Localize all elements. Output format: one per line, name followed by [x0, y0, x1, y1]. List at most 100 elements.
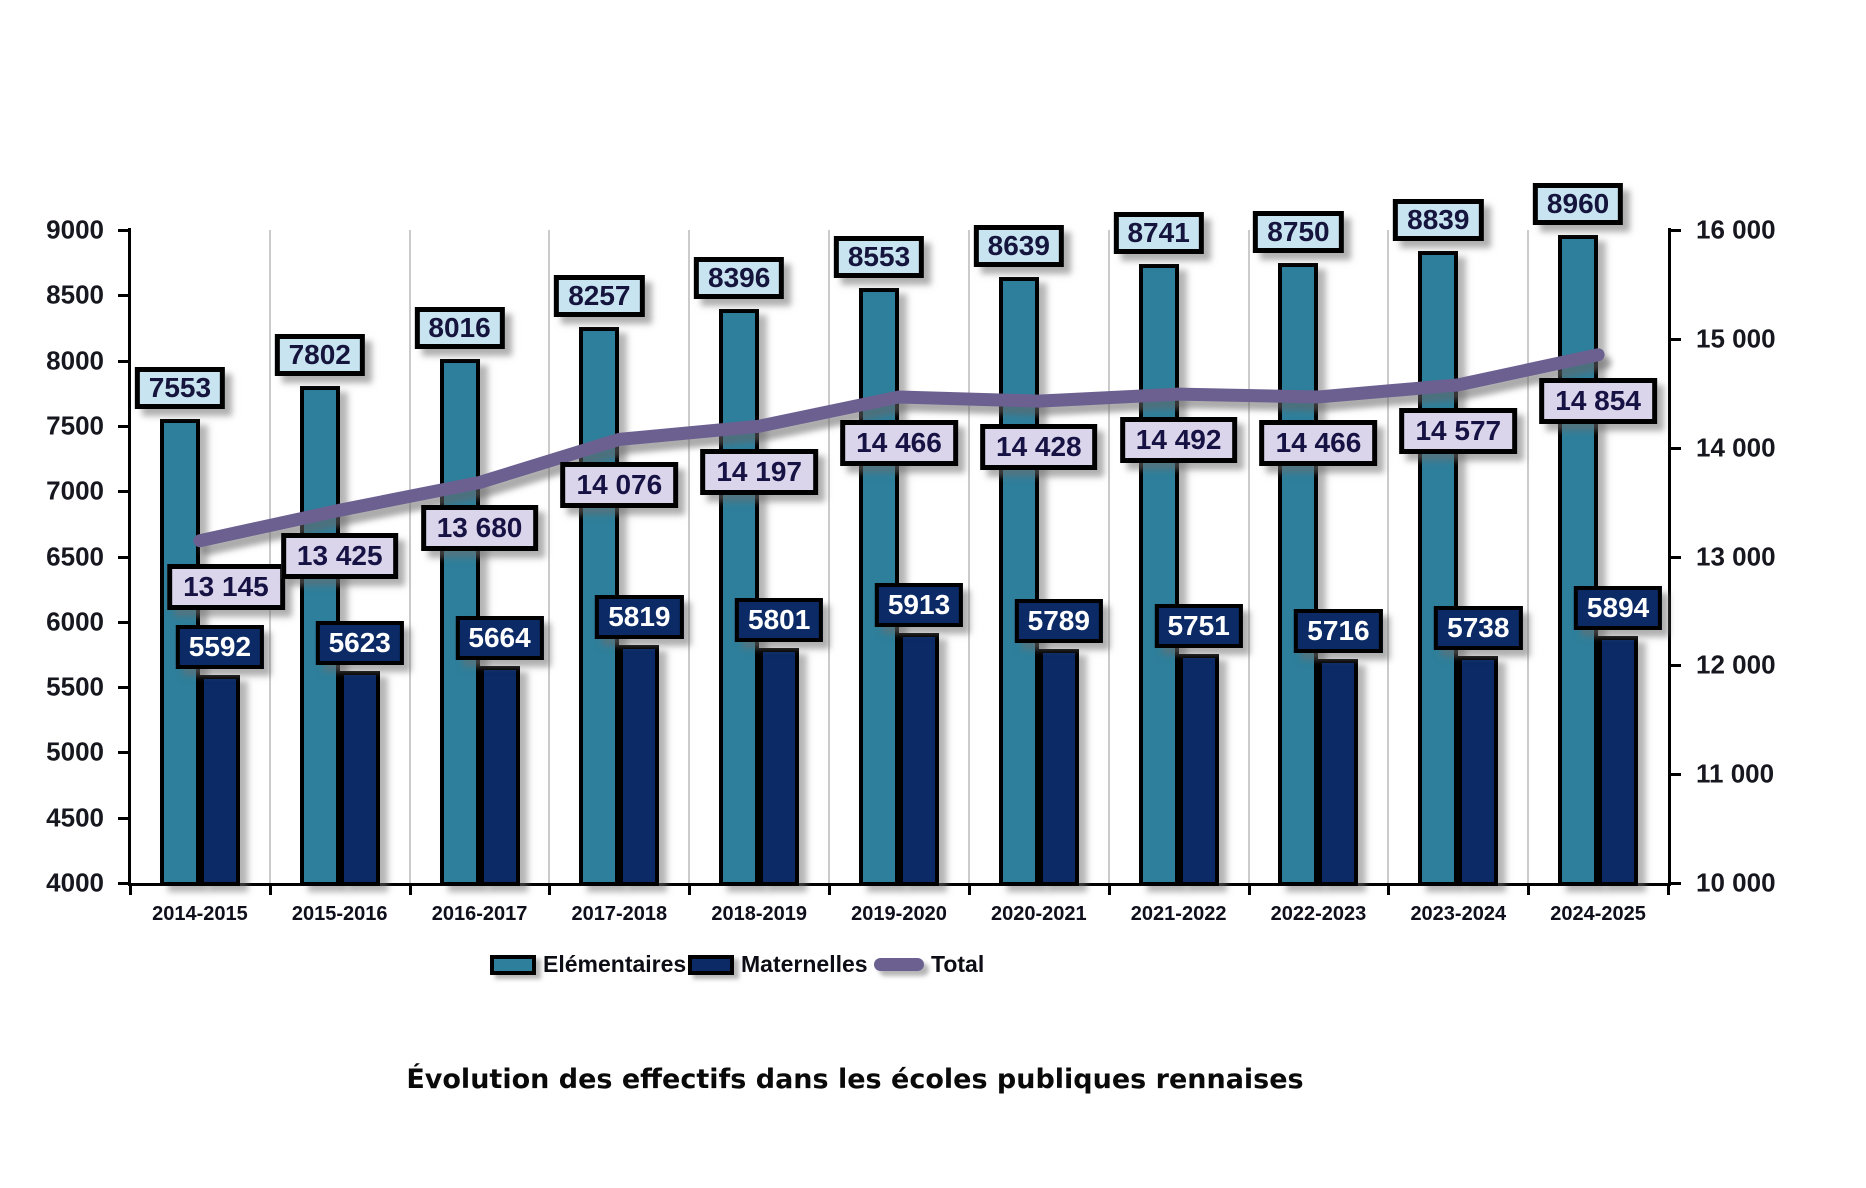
category-gridline — [1527, 230, 1530, 883]
left-axis-line — [128, 228, 131, 886]
x-axis-tick — [1667, 886, 1670, 895]
left-axis-tick — [118, 555, 128, 559]
x-axis-tick — [548, 886, 552, 895]
category-gridline — [688, 230, 691, 883]
left-axis-tick-label: 5000 — [46, 736, 104, 767]
left-axis-tick-label: 7500 — [46, 410, 104, 441]
left-axis-tick-label: 8000 — [46, 345, 104, 376]
value-label-total: 13 425 — [280, 533, 399, 580]
value-label-total: 14 577 — [1399, 407, 1518, 454]
value-label-total: 13 145 — [167, 563, 285, 610]
value-label-elementaires: 8639 — [973, 225, 1064, 268]
value-label-elementaires: 8553 — [833, 236, 925, 279]
legend-swatch-maternelles-icon — [688, 954, 734, 975]
legend-item-maternelles: Maternelles — [688, 951, 868, 978]
x-axis-category-label: 2024-2025 — [1550, 903, 1646, 925]
x-axis-category-label: 2014-2015 — [152, 903, 248, 925]
value-label-elementaires: 8257 — [554, 275, 645, 318]
x-axis-tick — [268, 886, 272, 895]
value-label-elementaires: 8750 — [1253, 210, 1344, 253]
value-label-elementaires: 8839 — [1393, 199, 1484, 242]
bar-maternelles — [1038, 649, 1079, 886]
legend-swatch-elementaires-icon — [490, 954, 536, 975]
x-axis-category-label: 2016-2017 — [431, 903, 528, 925]
bar-maternelles — [1318, 658, 1359, 886]
right-axis-tick-label: 15 000 — [1696, 323, 1776, 354]
legend-label-maternelles: Maternelles — [741, 951, 868, 977]
category-gridline — [967, 230, 970, 883]
category-gridline — [1387, 230, 1390, 883]
right-axis-tick-label: 16 000 — [1696, 214, 1776, 245]
value-label-total: 14 854 — [1539, 377, 1657, 424]
right-axis-line — [1668, 228, 1671, 886]
left-axis-tick — [118, 620, 128, 624]
category-gridline — [1247, 230, 1250, 883]
left-axis-tick — [118, 229, 128, 232]
x-axis-tick — [129, 886, 132, 895]
legend-item-total: Total — [874, 951, 984, 978]
x-axis-category-label: 2022-2023 — [1270, 903, 1367, 925]
bar-maternelles — [899, 633, 939, 886]
category-gridline — [828, 230, 831, 883]
value-label-maternelles: 5819 — [595, 595, 684, 640]
left-axis-tick-label: 5500 — [46, 671, 104, 702]
right-axis-tick — [1671, 882, 1681, 885]
bar-elementaires — [1278, 262, 1319, 886]
right-axis-tick-label: 12 000 — [1696, 649, 1776, 680]
x-axis-tick — [408, 886, 412, 895]
right-axis-tick — [1671, 446, 1681, 450]
x-axis-category-label: 2019-2020 — [851, 903, 947, 925]
x-axis-category-label: 2020-2021 — [990, 903, 1087, 925]
right-axis-tick-label: 10 000 — [1696, 867, 1776, 898]
value-label-elementaires: 7553 — [134, 366, 226, 409]
value-label-total: 14 466 — [1259, 419, 1378, 466]
value-label-elementaires: 8960 — [1532, 183, 1624, 226]
category-gridline — [268, 230, 271, 883]
bar-elementaires — [1418, 251, 1459, 886]
left-axis-tick — [118, 359, 128, 363]
right-axis-tick — [1671, 555, 1681, 559]
category-gridline — [548, 230, 551, 883]
bar-maternelles — [759, 647, 800, 886]
bar-elementaires — [1558, 235, 1599, 886]
bar-maternelles — [199, 675, 240, 886]
x-axis-tick — [1247, 886, 1251, 895]
left-axis-tick-label: 6500 — [46, 541, 104, 571]
right-axis-tick-label: 11 000 — [1696, 758, 1775, 789]
value-label-maternelles: 5801 — [735, 597, 824, 642]
x-axis-tick — [1107, 886, 1111, 895]
value-label-maternelles: 5894 — [1573, 585, 1663, 630]
value-label-total: 14 197 — [700, 449, 818, 496]
legend-label-elementaires: Elémentaires — [543, 951, 687, 977]
category-gridline — [1107, 230, 1110, 883]
left-axis-tick-label: 6000 — [46, 606, 104, 637]
left-axis-tick-label: 9000 — [46, 214, 104, 245]
value-label-maternelles: 5738 — [1434, 606, 1523, 651]
x-axis-tick — [967, 886, 971, 895]
value-label-total: 13 680 — [420, 505, 539, 552]
value-label-elementaires: 7802 — [274, 334, 365, 377]
value-label-total: 14 076 — [560, 462, 679, 509]
right-axis-tick-label: 13 000 — [1696, 541, 1776, 571]
left-axis-tick — [118, 882, 128, 885]
bar-maternelles — [1458, 656, 1499, 886]
x-axis-category-label: 2021-2022 — [1130, 903, 1227, 925]
value-label-maternelles: 5716 — [1294, 608, 1383, 653]
bar-maternelles — [339, 671, 380, 886]
x-axis-category-label: 2023-2024 — [1410, 903, 1507, 925]
right-axis-tick — [1671, 337, 1681, 341]
x-axis-category-label: 2018-2019 — [711, 903, 807, 925]
right-axis-tick-label: 14 000 — [1696, 432, 1776, 463]
right-axis-tick — [1671, 664, 1681, 668]
left-axis-tick — [118, 816, 128, 820]
value-label-maternelles: 5751 — [1154, 604, 1243, 649]
left-axis-tick-label: 8500 — [46, 279, 104, 310]
legend-label-total: Total — [931, 951, 985, 977]
left-axis-tick — [118, 294, 128, 298]
bar-maternelles — [1178, 654, 1219, 886]
value-label-maternelles: 5913 — [874, 583, 964, 628]
legend-swatch-total-line-icon — [874, 958, 924, 971]
x-axis-category-label: 2017-2018 — [571, 903, 668, 925]
bar-elementaires — [998, 277, 1039, 886]
